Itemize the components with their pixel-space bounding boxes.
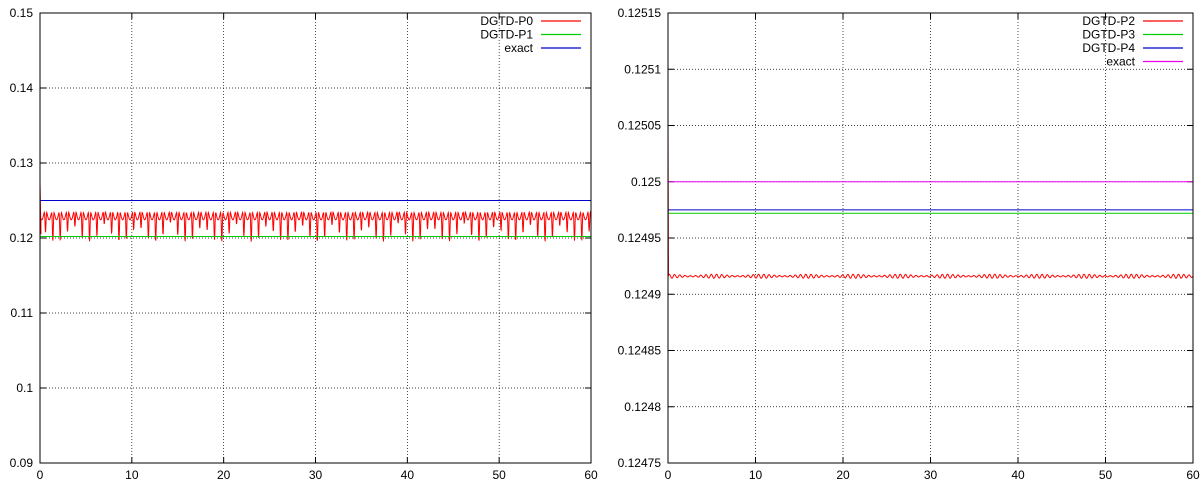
x-tick-label: 0 [665, 468, 672, 482]
chart-right: 0 10 20 30 40 50 60 0.12475 0.1248 0.12485 0.1249 0… [618, 6, 1200, 482]
x-tick-label: 20 [836, 468, 850, 482]
x-tick-label: 20 [217, 468, 231, 482]
y-tick-label: 0.15 [10, 6, 34, 20]
legend-label: DGTD-P1 [480, 28, 533, 42]
series-line-dgtd-p2 [667, 114, 1194, 279]
series-line-dgtd-p0 [39, 181, 592, 257]
plot-frame [39, 12, 592, 464]
x-tick-label: 40 [401, 468, 415, 482]
x-tick-label: 40 [1011, 468, 1025, 482]
y-tick-label: 0.1249 [624, 287, 661, 301]
x-tick-label: 60 [1186, 468, 1200, 482]
y-tick-label: 0.12475 [618, 456, 662, 470]
y-tick-label: 0.12 [10, 231, 34, 245]
y-tick-label: 0.12495 [618, 231, 662, 245]
legend-label: exact [1106, 55, 1135, 69]
y-tick-label: 0.12515 [618, 6, 662, 20]
y-tick-label: 0.12485 [618, 344, 662, 358]
x-tick-label: 0 [37, 468, 44, 482]
y-tick-label: 0.1248 [624, 400, 661, 414]
x-tick-label: 10 [125, 468, 139, 482]
y-tick-label: 0.1251 [624, 62, 661, 76]
x-tick-label: 30 [309, 468, 323, 482]
legend-label: exact [504, 41, 533, 55]
x-tick-label: 50 [1099, 468, 1113, 482]
y-tick-label: 0.14 [10, 81, 34, 95]
y-tick-label: 0.11 [11, 306, 34, 320]
plot-frame [667, 12, 1194, 464]
chart-left: 0 10 20 30 40 50 60 0.09 0.1 0.11 0.12 0.13 0.14 0.15… [10, 6, 598, 482]
x-tick-label: 50 [492, 468, 506, 482]
legend-label: DGTD-P2 [1082, 14, 1135, 28]
y-tick-label: 0.125 [631, 175, 661, 189]
x-tick-label: 60 [584, 468, 598, 482]
y-tick-label: 0.1 [16, 381, 33, 395]
y-tick-label: 0.09 [10, 456, 34, 470]
legend-label: DGTD-P4 [1082, 41, 1135, 55]
y-tick-label: 0.12505 [618, 119, 662, 133]
x-tick-label: 30 [924, 468, 938, 482]
y-tick-label: 0.13 [10, 156, 34, 170]
x-tick-label: 10 [749, 468, 763, 482]
legend-label: DGTD-P0 [480, 14, 533, 28]
legend-label: DGTD-P3 [1082, 28, 1135, 42]
